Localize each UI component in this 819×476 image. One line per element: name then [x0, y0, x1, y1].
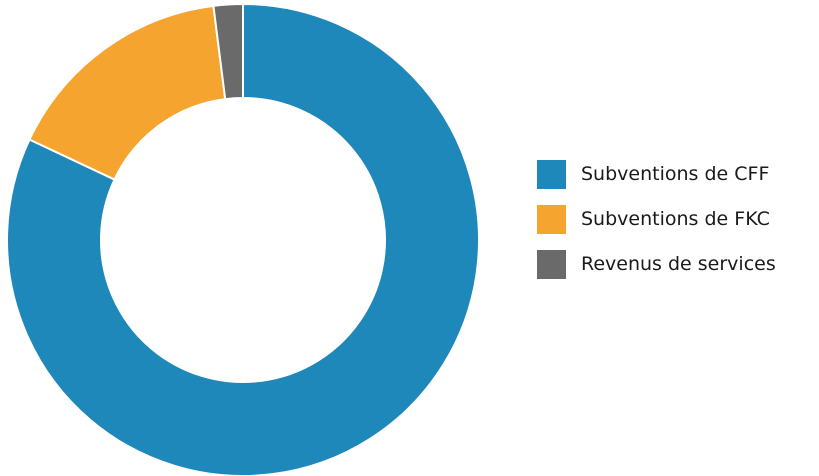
slice-cff — [6, 2, 480, 476]
legend-label-services: Revenus de services — [581, 253, 776, 275]
slice-services — [212, 2, 244, 101]
legend-label-fkc: Subventions de FKC — [581, 208, 770, 230]
legend-item-fkc: Subventions de FKC — [537, 205, 776, 234]
slice-fkc — [28, 4, 227, 181]
legend-item-services: Revenus de services — [537, 250, 776, 279]
legend-label-cff: Subventions de CFF — [581, 163, 770, 185]
legend-swatch-cff — [537, 160, 566, 189]
legend-swatch-services — [537, 250, 566, 279]
legend: Subventions de CFF Subventions de FKC Re… — [537, 160, 776, 295]
legend-swatch-fkc — [537, 205, 566, 234]
legend-item-cff: Subventions de CFF — [537, 160, 776, 189]
